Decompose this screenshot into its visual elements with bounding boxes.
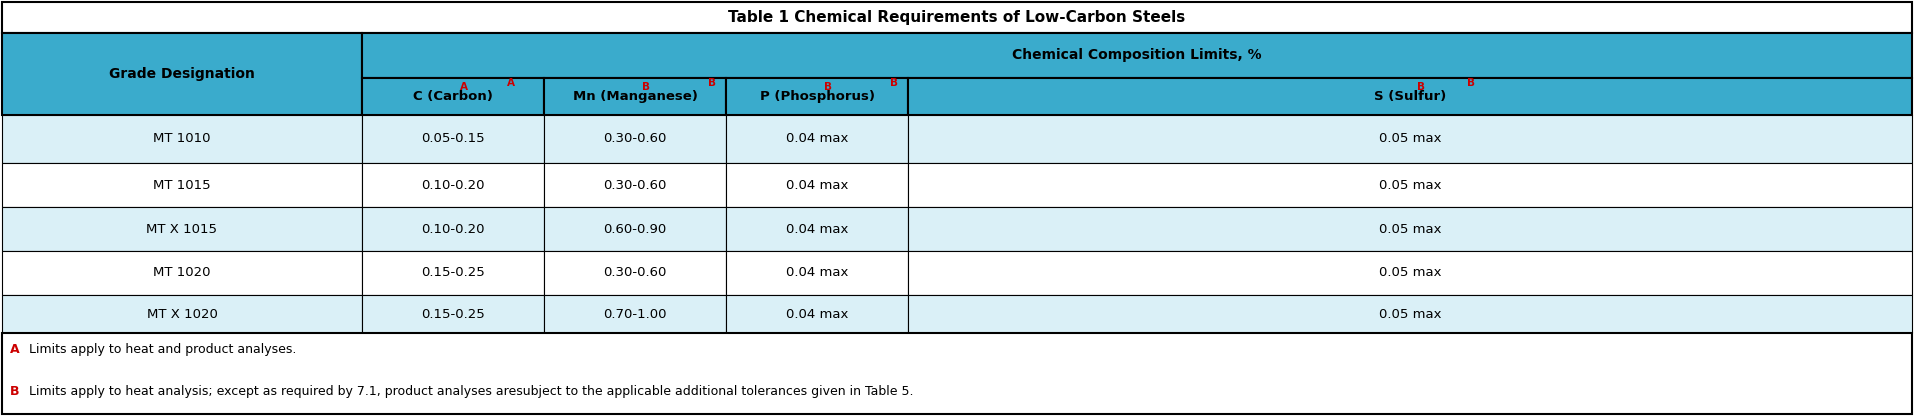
Text: 0.05 max: 0.05 max bbox=[1378, 178, 1441, 191]
Text: MT X 1020: MT X 1020 bbox=[147, 307, 218, 320]
Text: 0.15-0.25: 0.15-0.25 bbox=[421, 267, 484, 280]
Bar bbox=[544, 251, 725, 295]
Text: MT 1015: MT 1015 bbox=[153, 178, 211, 191]
Bar bbox=[725, 115, 907, 163]
Text: Mn (Manganese): Mn (Manganese) bbox=[572, 90, 697, 103]
Bar bbox=[725, 207, 907, 251]
Text: 0.30-0.60: 0.30-0.60 bbox=[603, 267, 666, 280]
Bar bbox=[2, 2, 1912, 33]
Text: Limits apply to heat and product analyses.: Limits apply to heat and product analyse… bbox=[25, 343, 297, 357]
Bar bbox=[2, 207, 362, 251]
Bar bbox=[907, 163, 1912, 207]
Bar bbox=[907, 115, 1912, 163]
Bar bbox=[725, 78, 907, 115]
Bar bbox=[907, 295, 1912, 333]
Text: 0.60-0.90: 0.60-0.90 bbox=[603, 223, 666, 235]
Text: A: A bbox=[459, 82, 467, 92]
Text: A: A bbox=[507, 78, 515, 88]
Bar bbox=[362, 78, 544, 115]
Text: A: A bbox=[10, 343, 19, 357]
Bar bbox=[725, 251, 907, 295]
Bar bbox=[725, 163, 907, 207]
Bar bbox=[544, 295, 725, 333]
Text: MT 1020: MT 1020 bbox=[153, 267, 211, 280]
Text: Table 1 Chemical Requirements of Low-Carbon Steels: Table 1 Chemical Requirements of Low-Car… bbox=[729, 10, 1185, 25]
Bar bbox=[907, 251, 1912, 295]
Text: 0.04 max: 0.04 max bbox=[787, 223, 848, 235]
Text: MT 1010: MT 1010 bbox=[153, 133, 211, 146]
Text: 0.70-1.00: 0.70-1.00 bbox=[603, 307, 666, 320]
Text: B: B bbox=[641, 82, 651, 92]
Text: S (Sulfur): S (Sulfur) bbox=[1374, 90, 1447, 103]
Text: 0.15-0.25: 0.15-0.25 bbox=[421, 307, 484, 320]
Bar bbox=[2, 163, 362, 207]
Text: B: B bbox=[1468, 78, 1476, 88]
Bar bbox=[2, 333, 1912, 414]
Text: 0.10-0.20: 0.10-0.20 bbox=[421, 178, 484, 191]
Text: B: B bbox=[10, 385, 19, 398]
Bar bbox=[2, 115, 362, 163]
Text: Limits apply to heat analysis; except as required by 7.1, product analyses aresu: Limits apply to heat analysis; except as… bbox=[25, 385, 913, 398]
Text: Chemical Composition Limits, %: Chemical Composition Limits, % bbox=[1013, 49, 1261, 62]
Text: 0.05 max: 0.05 max bbox=[1378, 307, 1441, 320]
Bar bbox=[544, 163, 725, 207]
Bar bbox=[2, 251, 362, 295]
Bar bbox=[362, 295, 544, 333]
Text: 0.05 max: 0.05 max bbox=[1378, 133, 1441, 146]
Text: C (Carbon): C (Carbon) bbox=[413, 90, 494, 103]
Bar bbox=[2, 295, 362, 333]
Bar bbox=[2, 33, 362, 115]
Text: Grade Designation: Grade Designation bbox=[109, 67, 255, 81]
Text: 0.05 max: 0.05 max bbox=[1378, 223, 1441, 235]
Bar bbox=[907, 78, 1912, 115]
Text: B: B bbox=[708, 78, 716, 88]
Text: 0.05-0.15: 0.05-0.15 bbox=[421, 133, 484, 146]
Bar bbox=[362, 33, 1912, 78]
Bar bbox=[362, 115, 544, 163]
Bar bbox=[544, 207, 725, 251]
Bar bbox=[544, 78, 725, 115]
Bar bbox=[907, 207, 1912, 251]
Text: 0.10-0.20: 0.10-0.20 bbox=[421, 223, 484, 235]
Text: P (Phosphorus): P (Phosphorus) bbox=[760, 90, 875, 103]
Bar bbox=[544, 115, 725, 163]
Text: B: B bbox=[1416, 82, 1424, 92]
Text: 0.04 max: 0.04 max bbox=[787, 178, 848, 191]
Text: B: B bbox=[823, 82, 833, 92]
Bar bbox=[362, 251, 544, 295]
Text: MT X 1015: MT X 1015 bbox=[147, 223, 218, 235]
Bar bbox=[362, 207, 544, 251]
Text: B: B bbox=[890, 78, 898, 88]
Text: 0.04 max: 0.04 max bbox=[787, 307, 848, 320]
Text: 0.05 max: 0.05 max bbox=[1378, 267, 1441, 280]
Text: 0.30-0.60: 0.30-0.60 bbox=[603, 178, 666, 191]
Bar bbox=[362, 163, 544, 207]
Bar bbox=[725, 295, 907, 333]
Text: 0.04 max: 0.04 max bbox=[787, 267, 848, 280]
Text: 0.04 max: 0.04 max bbox=[787, 133, 848, 146]
Text: 0.30-0.60: 0.30-0.60 bbox=[603, 133, 666, 146]
